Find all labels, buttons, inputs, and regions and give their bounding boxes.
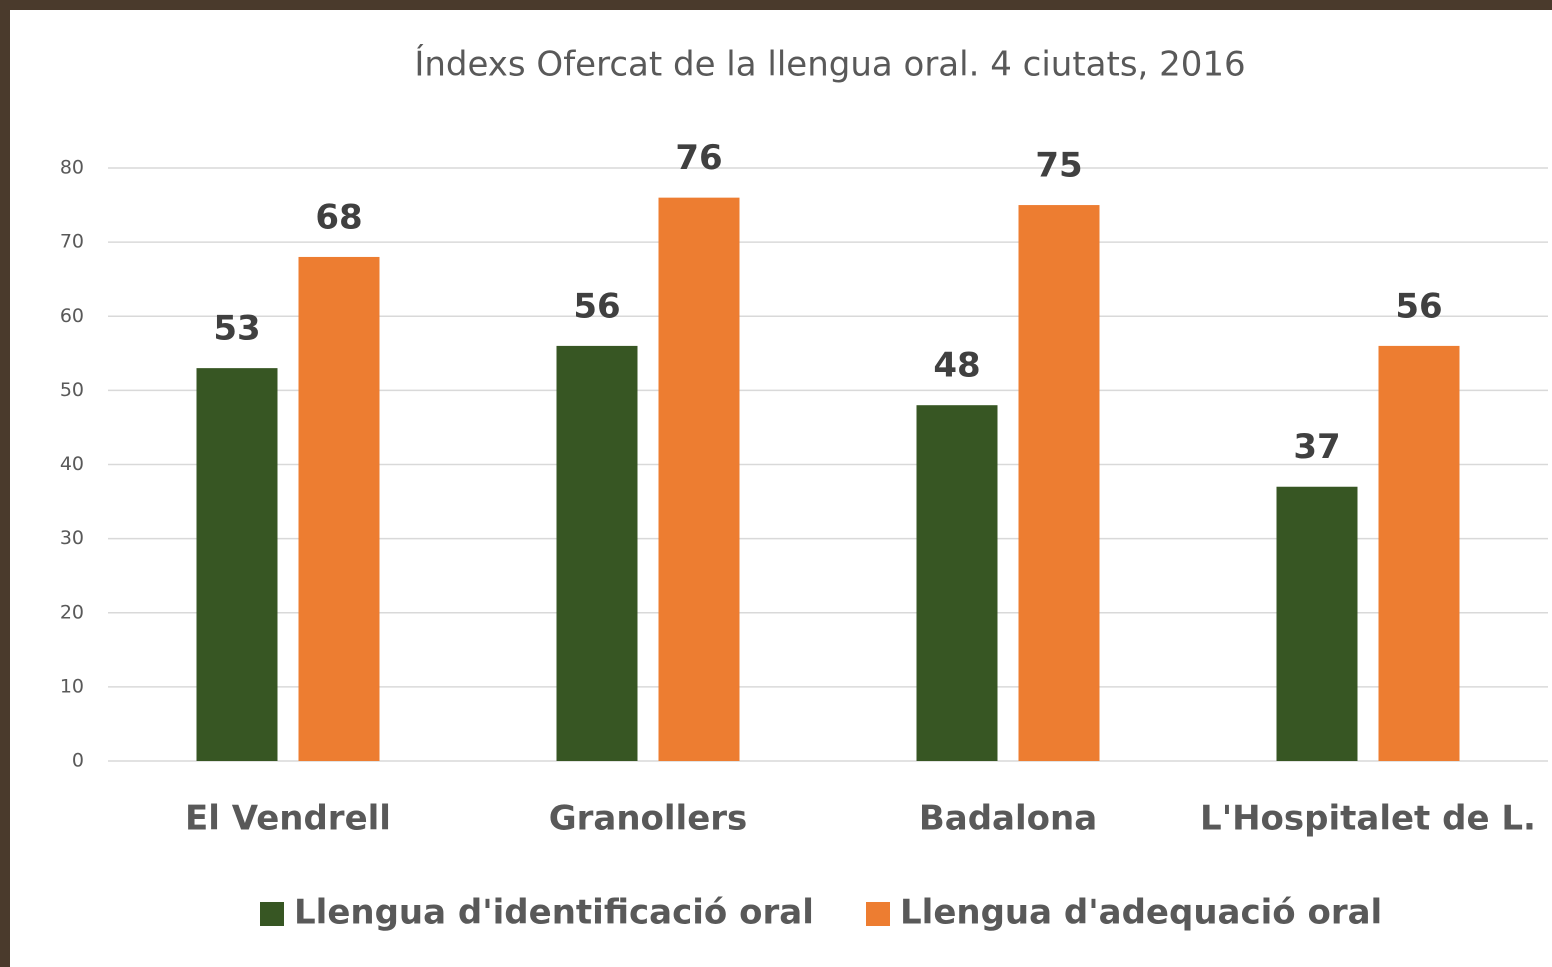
data-label: 56 [573, 286, 620, 326]
bar [196, 368, 278, 761]
bar [916, 405, 998, 761]
data-label: 75 [1035, 146, 1082, 186]
bar [1378, 345, 1460, 761]
x-tick-label: El Vendrell [185, 799, 391, 839]
y-tick-label: 60 [60, 305, 84, 327]
legend-label: Llengua d'adequació oral [900, 893, 1382, 933]
x-tick-label: L'Hospitalet de L. [1200, 799, 1536, 839]
data-label: 68 [315, 197, 362, 237]
bar [556, 345, 638, 761]
y-tick-label: 20 [60, 601, 84, 623]
y-tick-label: 80 [60, 157, 84, 179]
y-tick-label: 0 [72, 750, 84, 772]
x-tick-label: Granollers [549, 799, 748, 839]
bar [1018, 205, 1100, 761]
y-tick-label: 40 [60, 453, 84, 475]
y-tick-label: 10 [60, 675, 84, 697]
chart-title: Índexs Ofercat de la llengua oral. 4 ciu… [414, 44, 1245, 85]
legend-swatch [260, 902, 284, 926]
x-tick-label: Badalona [919, 799, 1097, 839]
data-label: 56 [1395, 286, 1442, 326]
bar [658, 197, 740, 761]
legend-swatch [866, 902, 890, 926]
legend-label: Llengua d'identificació oral [294, 893, 814, 933]
data-label: 48 [933, 346, 980, 386]
y-tick-label: 50 [60, 379, 84, 401]
data-label: 53 [213, 309, 260, 349]
bar [298, 256, 380, 761]
y-tick-label: 70 [60, 231, 84, 253]
bar [1276, 486, 1358, 761]
y-tick-label: 30 [60, 527, 84, 549]
data-label: 76 [675, 138, 722, 178]
data-label: 37 [1293, 427, 1340, 467]
